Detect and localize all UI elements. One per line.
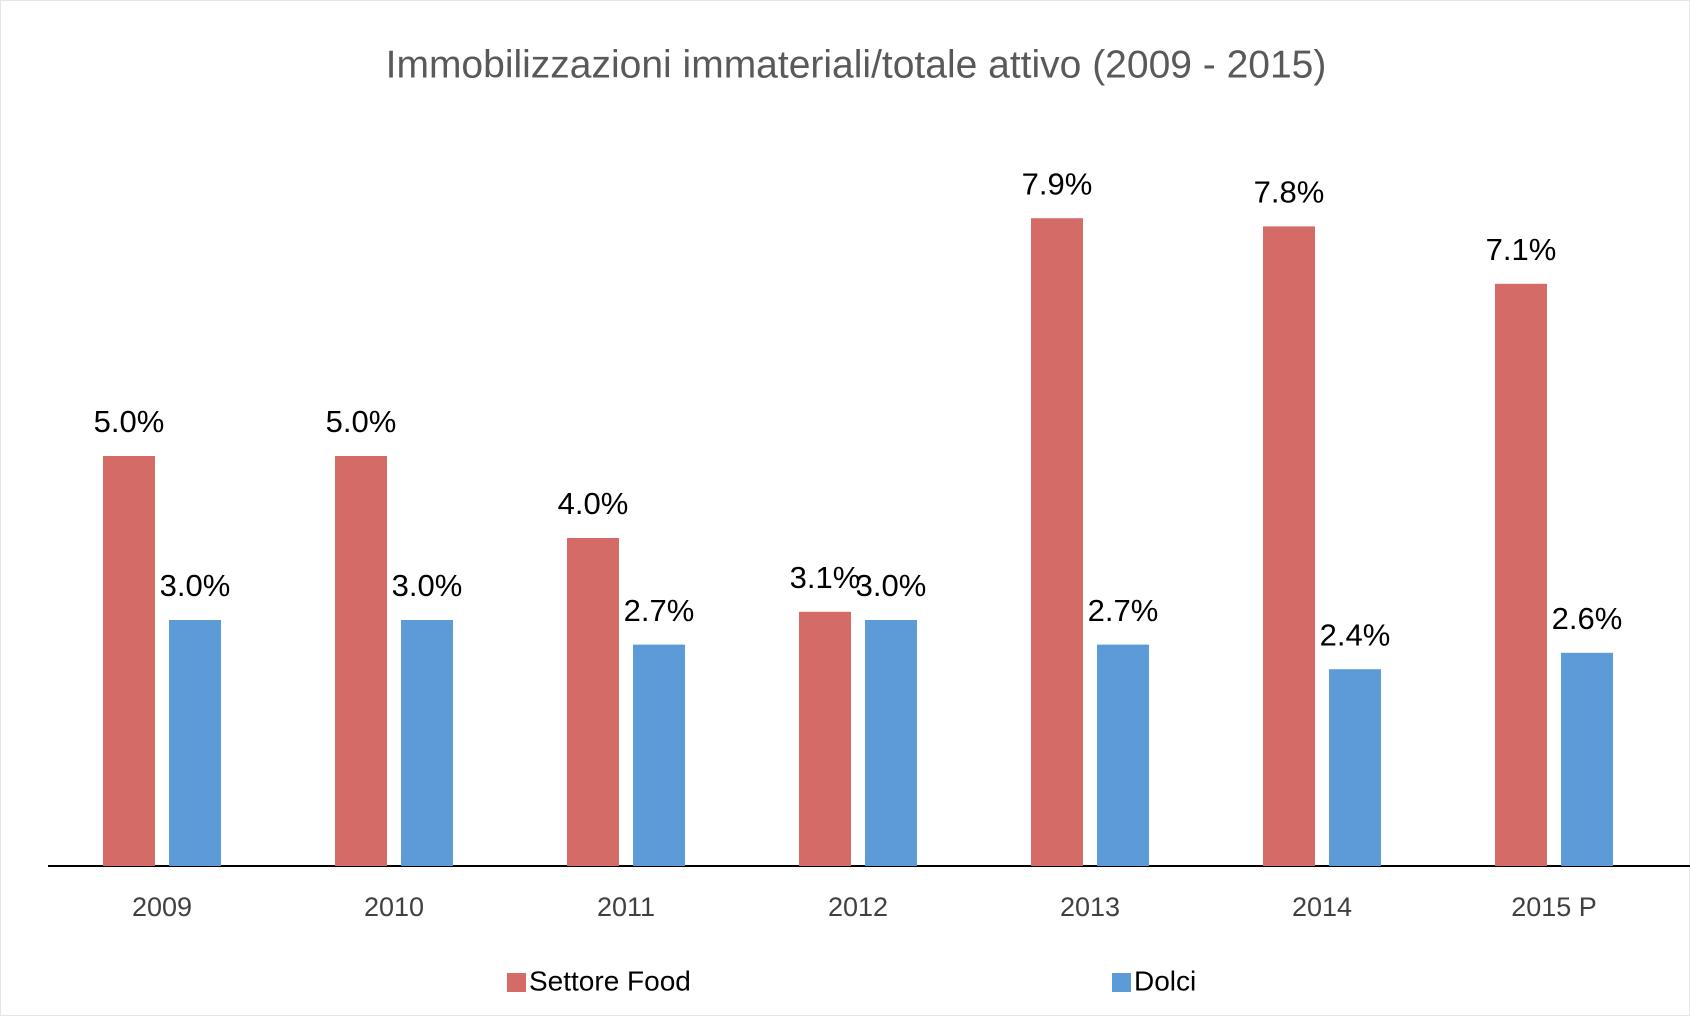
bar bbox=[169, 620, 221, 866]
bar bbox=[1495, 283, 1547, 866]
data-label: 2.7% bbox=[1088, 593, 1159, 628]
x-tick-label: 2011 bbox=[597, 892, 655, 922]
legend-label: Settore Food bbox=[529, 965, 691, 996]
bar bbox=[1561, 652, 1613, 866]
data-label: 5.0% bbox=[94, 404, 165, 439]
data-label: 2.4% bbox=[1320, 617, 1391, 652]
bar bbox=[1097, 644, 1149, 866]
x-tick-label: 2014 bbox=[1292, 892, 1352, 922]
chart-title: Immobilizzazioni immateriali/totale atti… bbox=[386, 43, 1327, 86]
bar bbox=[1263, 226, 1315, 866]
x-tick-label: 2009 bbox=[132, 892, 192, 922]
bar bbox=[567, 538, 619, 866]
x-tick-label: 2013 bbox=[1060, 892, 1120, 922]
bar bbox=[335, 456, 387, 866]
data-label: 5.0% bbox=[326, 404, 397, 439]
data-label: 3.0% bbox=[160, 568, 231, 603]
data-label: 7.9% bbox=[1022, 166, 1093, 201]
data-label: 2.7% bbox=[624, 593, 695, 628]
data-label: 2.6% bbox=[1552, 601, 1623, 636]
x-tick-label: 2015 P bbox=[1511, 892, 1597, 922]
data-label: 7.1% bbox=[1486, 232, 1557, 267]
bar bbox=[401, 620, 453, 866]
legend-label: Dolci bbox=[1134, 965, 1196, 996]
x-tick-label: 2010 bbox=[364, 892, 424, 922]
bar bbox=[633, 644, 685, 866]
legend-swatch bbox=[507, 973, 526, 992]
data-label: 4.0% bbox=[558, 486, 629, 521]
bar bbox=[103, 456, 155, 866]
bar bbox=[799, 611, 851, 866]
data-label: 3.0% bbox=[856, 568, 927, 603]
data-label: 3.1% bbox=[790, 560, 861, 595]
data-label: 7.8% bbox=[1254, 175, 1325, 210]
legend-swatch bbox=[1112, 973, 1131, 992]
bar bbox=[1329, 669, 1381, 866]
bar bbox=[865, 620, 917, 866]
data-label: 3.0% bbox=[392, 568, 463, 603]
bar bbox=[1031, 218, 1083, 866]
x-tick-label: 2012 bbox=[828, 892, 888, 922]
